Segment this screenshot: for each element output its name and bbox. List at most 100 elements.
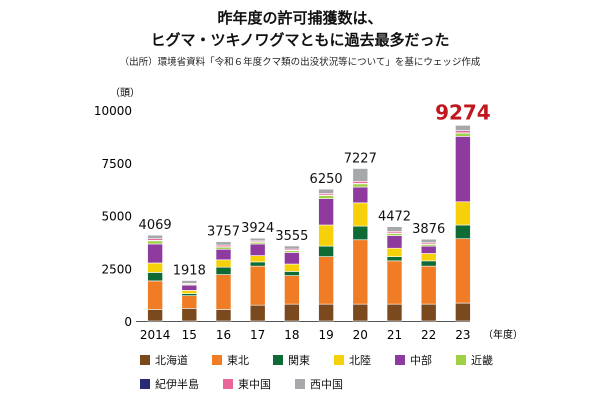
bar-segment [249, 261, 266, 267]
bar-segment [215, 246, 232, 250]
bar-segment [352, 225, 369, 241]
bar-segment [249, 255, 266, 263]
bar-segment [215, 248, 232, 261]
bar-segment [249, 243, 266, 256]
bar-segment [455, 136, 471, 203]
bar-segment [284, 252, 300, 265]
x-tick-label: 16 [216, 328, 231, 342]
legend-swatch [212, 355, 222, 365]
bar-segment [147, 243, 163, 264]
bar-segment [147, 280, 163, 310]
legend-item: 西中国 [295, 376, 343, 392]
bar-segment [284, 303, 300, 322]
bar-total-label: 1918 [173, 264, 206, 279]
legend-label: 東中国 [238, 378, 271, 391]
bar-segment [147, 309, 163, 322]
bar-segment [318, 303, 334, 322]
legend-swatch [334, 355, 344, 365]
legend-item: 紀伊半島 [140, 376, 199, 392]
bar-total-label: 6250 [310, 172, 343, 187]
bar-segment [215, 259, 232, 268]
chart-title-line1: 昨年度の許可捕獲数は、 [217, 9, 383, 27]
bar-segment [352, 183, 369, 188]
bar-total-label: 3876 [412, 222, 445, 237]
bar-segment [386, 303, 403, 322]
y-tick-label: 10000 [94, 104, 132, 118]
legend-label: 紀伊半島 [155, 378, 199, 391]
legend-item: 東中国 [223, 376, 271, 392]
legend-label: 東北 [227, 354, 249, 367]
legend-swatch [140, 379, 150, 389]
bar-segment [318, 256, 334, 305]
bar-segment [215, 274, 232, 310]
bar-segment [318, 224, 334, 247]
bar-segment [284, 263, 300, 272]
bar-segment [455, 201, 471, 226]
x-tick-label: 20 [353, 328, 368, 342]
bar-segment [455, 238, 471, 304]
bar-segment [386, 233, 403, 236]
bar-segment [215, 266, 232, 275]
legend-swatch [395, 355, 405, 365]
bar-segment [181, 308, 198, 322]
bar-segment [352, 239, 369, 305]
bar-segment [420, 253, 437, 262]
bar-segment [455, 125, 471, 131]
bar-segment [420, 245, 437, 254]
x-tick-label: 15 [182, 328, 197, 342]
bar-segment [147, 234, 163, 240]
legend-swatch [295, 379, 305, 389]
bar-total-label: 9274 [435, 100, 491, 124]
bar-total-label: 7227 [344, 152, 377, 167]
bar-segment [318, 195, 334, 199]
bar-segment [284, 271, 300, 276]
x-tick-label: 17 [250, 328, 265, 342]
chart-title-line2: ヒグマ・ツキノワグマともに過去最多だった [150, 31, 450, 49]
bar-segment [352, 202, 369, 227]
legend-item: 北陸 [334, 352, 371, 368]
x-tick-label: 23 [455, 328, 470, 342]
x-axis-label: （年度） [483, 328, 523, 341]
bar-segment [318, 188, 334, 194]
bar-segment [147, 272, 163, 282]
y-tick-label: 5000 [101, 210, 132, 224]
source-note: （出所）環境省資料「令和６年度クマ類の出没状況等について」を基にウェッジ作成 [119, 57, 481, 68]
bar-segment [455, 132, 471, 137]
bar-segment [181, 290, 198, 294]
legend-label: 北海道 [155, 354, 188, 367]
bar-total-label: 3555 [275, 229, 308, 244]
legend-item: 近畿 [456, 352, 493, 368]
bar-segment [147, 262, 163, 273]
bar-segment [420, 265, 437, 305]
x-tick-label: 22 [421, 328, 436, 342]
legend-label: 中部 [410, 354, 432, 367]
legend-label: 西中国 [310, 378, 343, 391]
bar-segment [249, 265, 266, 306]
legend-item: 北海道 [140, 352, 188, 368]
legend-row-2: 紀伊半島 東中国 西中国 [140, 376, 343, 392]
bar-segment [284, 275, 300, 305]
legend-item: 関東 [273, 352, 310, 368]
bar-segment [386, 226, 403, 232]
bar-segment [352, 186, 369, 204]
x-tick-label: 2014 [140, 328, 171, 342]
bar-segment [420, 260, 437, 267]
legend-swatch [456, 355, 466, 365]
bar-segment [215, 241, 232, 246]
bar-segment [386, 260, 403, 305]
bar-segment [181, 293, 198, 296]
bar-segment [455, 224, 471, 240]
y-tick-label: 2500 [101, 262, 132, 276]
bar-segment [420, 238, 437, 244]
bar-segment [352, 303, 369, 322]
bar-segment [352, 168, 369, 182]
legend-item: 東北 [212, 352, 249, 368]
y-axis-label: （頭） [110, 87, 140, 99]
y-tick-label: 7500 [101, 157, 132, 171]
legend-swatch [140, 355, 150, 365]
bar-segment [147, 240, 163, 245]
bar-segment [455, 130, 471, 134]
bar-segment [215, 309, 232, 322]
bar-segment [284, 245, 300, 250]
bar-segment [386, 235, 403, 249]
